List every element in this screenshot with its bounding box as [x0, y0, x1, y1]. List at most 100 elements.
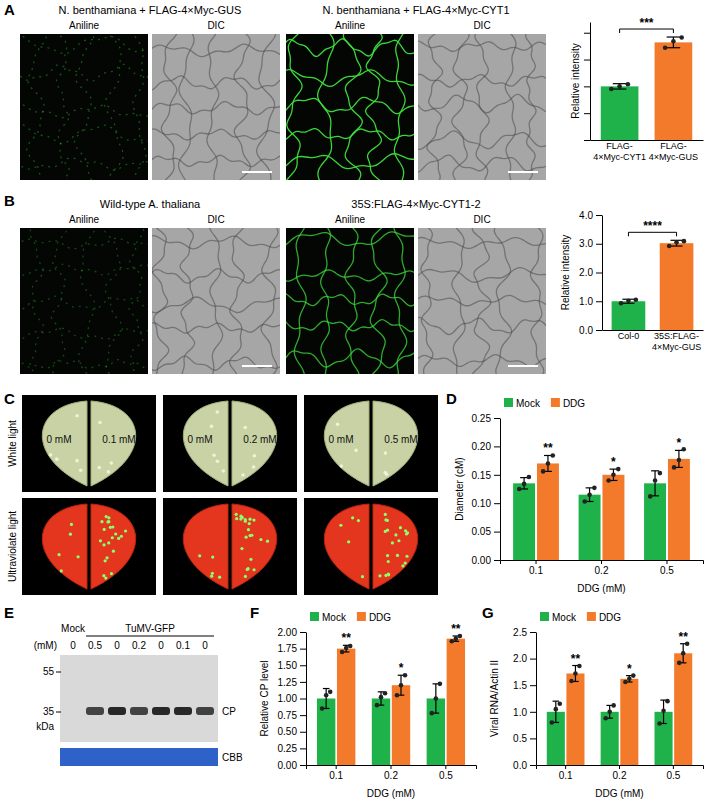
tick-mark — [300, 649, 306, 650]
leaf-spot — [405, 555, 408, 558]
error-bar — [433, 684, 440, 713]
panel-letter: F — [250, 604, 259, 621]
tick-label: 0.0 — [513, 760, 527, 771]
leaf-half — [373, 504, 418, 589]
cell-wall — [20, 64, 148, 81]
x-axis: FLAG-4×Myc-CYT1FLAG-4×Myc-GUS — [591, 140, 704, 162]
leaf-spot — [105, 556, 108, 559]
data-point — [648, 494, 653, 499]
data-point — [611, 473, 616, 478]
leaf-spot — [110, 461, 114, 465]
tick-label: 0.25 — [278, 743, 298, 754]
tick-label: 3.0 — [579, 238, 593, 249]
cell-wall — [427, 34, 443, 180]
leaf-spot — [243, 426, 247, 430]
tick-label: 2.00 — [278, 627, 298, 638]
leaf-spot — [252, 568, 255, 571]
error-bar — [670, 240, 682, 246]
cell-wall — [418, 155, 546, 172]
tick-mark — [300, 665, 306, 666]
bar — [513, 483, 535, 560]
tick-mark — [565, 765, 566, 769]
tick-mark — [601, 560, 602, 564]
leaf-spot — [103, 528, 106, 531]
cell-wall — [27, 34, 46, 180]
tick: 1.5 — [513, 680, 536, 691]
data-point — [609, 87, 614, 92]
leaf-half — [324, 504, 369, 589]
leaf-spot — [198, 554, 201, 557]
error-bar — [586, 488, 594, 502]
tick-mark — [300, 632, 306, 633]
marker-label: 35 — [43, 706, 55, 717]
leaf-background — [22, 395, 156, 492]
data-point — [665, 699, 670, 704]
y-axis: 0.000.250.500.751.001.251.501.752.00 — [278, 627, 307, 771]
scale-bar — [508, 171, 538, 173]
leaf-spot — [383, 471, 387, 475]
tick — [584, 113, 590, 114]
data-point — [671, 39, 676, 44]
cell-wall — [394, 34, 405, 180]
tick-label: 0.0 — [579, 325, 593, 336]
tick: FLAG-4×Myc-CYT1 — [593, 140, 646, 162]
tick-label: 2.5 — [513, 627, 527, 638]
leaf-spot — [357, 519, 360, 522]
leaf-background — [304, 395, 438, 492]
data-point — [383, 691, 388, 696]
data-point — [663, 45, 668, 50]
axis-line — [307, 766, 477, 770]
image-label: Aniline — [69, 214, 99, 225]
error-cap — [667, 47, 681, 48]
leaf-spot — [266, 540, 269, 543]
leaf-spot — [99, 539, 102, 542]
leaf-spot — [100, 520, 103, 523]
y-axis-title: Relative CP level — [259, 661, 270, 737]
tick: 2.0 — [513, 653, 536, 664]
tick — [584, 86, 590, 87]
image-label: Aniline — [335, 214, 365, 225]
legend-label: Mock — [322, 612, 347, 623]
micrograph — [286, 34, 414, 180]
lane-label: 0 — [158, 640, 164, 651]
legend: MockDDG — [310, 612, 391, 623]
leaf-spot — [107, 541, 110, 544]
data-point — [550, 720, 555, 725]
error-bar — [606, 705, 613, 718]
image-label: DIC — [473, 214, 490, 225]
tick-label: 0.1 — [559, 770, 573, 781]
leaf-spot — [106, 520, 109, 523]
leaf-half — [232, 401, 277, 486]
tick-label-line: 35S:FLAG- — [654, 331, 699, 341]
x-axis: 0.10.20.5 — [537, 765, 704, 781]
leaf-spot — [404, 561, 407, 564]
bar — [601, 86, 639, 140]
leaf-spot — [105, 515, 108, 518]
data-point — [527, 475, 532, 480]
tick-label: FLAG-4×Myc-CYT1 — [593, 141, 646, 161]
tick: 0.5 — [660, 560, 674, 576]
leaf-label: 0.1 mM — [102, 434, 135, 445]
cell-wall — [20, 264, 148, 275]
cell-wall — [257, 34, 276, 180]
data-point — [626, 82, 631, 87]
data-point — [379, 695, 384, 700]
band — [130, 707, 148, 715]
leaf-spot — [235, 513, 238, 516]
image-label: DIC — [473, 20, 490, 31]
data-point — [587, 492, 592, 497]
tick: 0.15 — [472, 470, 500, 481]
axis-line — [536, 633, 537, 766]
leaf-label: 0 mM — [47, 434, 72, 445]
cell-wall — [20, 104, 148, 117]
bar — [612, 301, 646, 330]
axis-line — [501, 561, 704, 565]
unit-label: (mM) — [34, 640, 57, 651]
image-label: Aniline — [69, 20, 99, 31]
leaf-spot — [399, 526, 402, 529]
data-point — [634, 298, 639, 303]
data-point — [375, 703, 380, 708]
leaf-spot — [104, 576, 107, 579]
data-point — [677, 458, 682, 463]
cell-wall — [20, 328, 148, 341]
